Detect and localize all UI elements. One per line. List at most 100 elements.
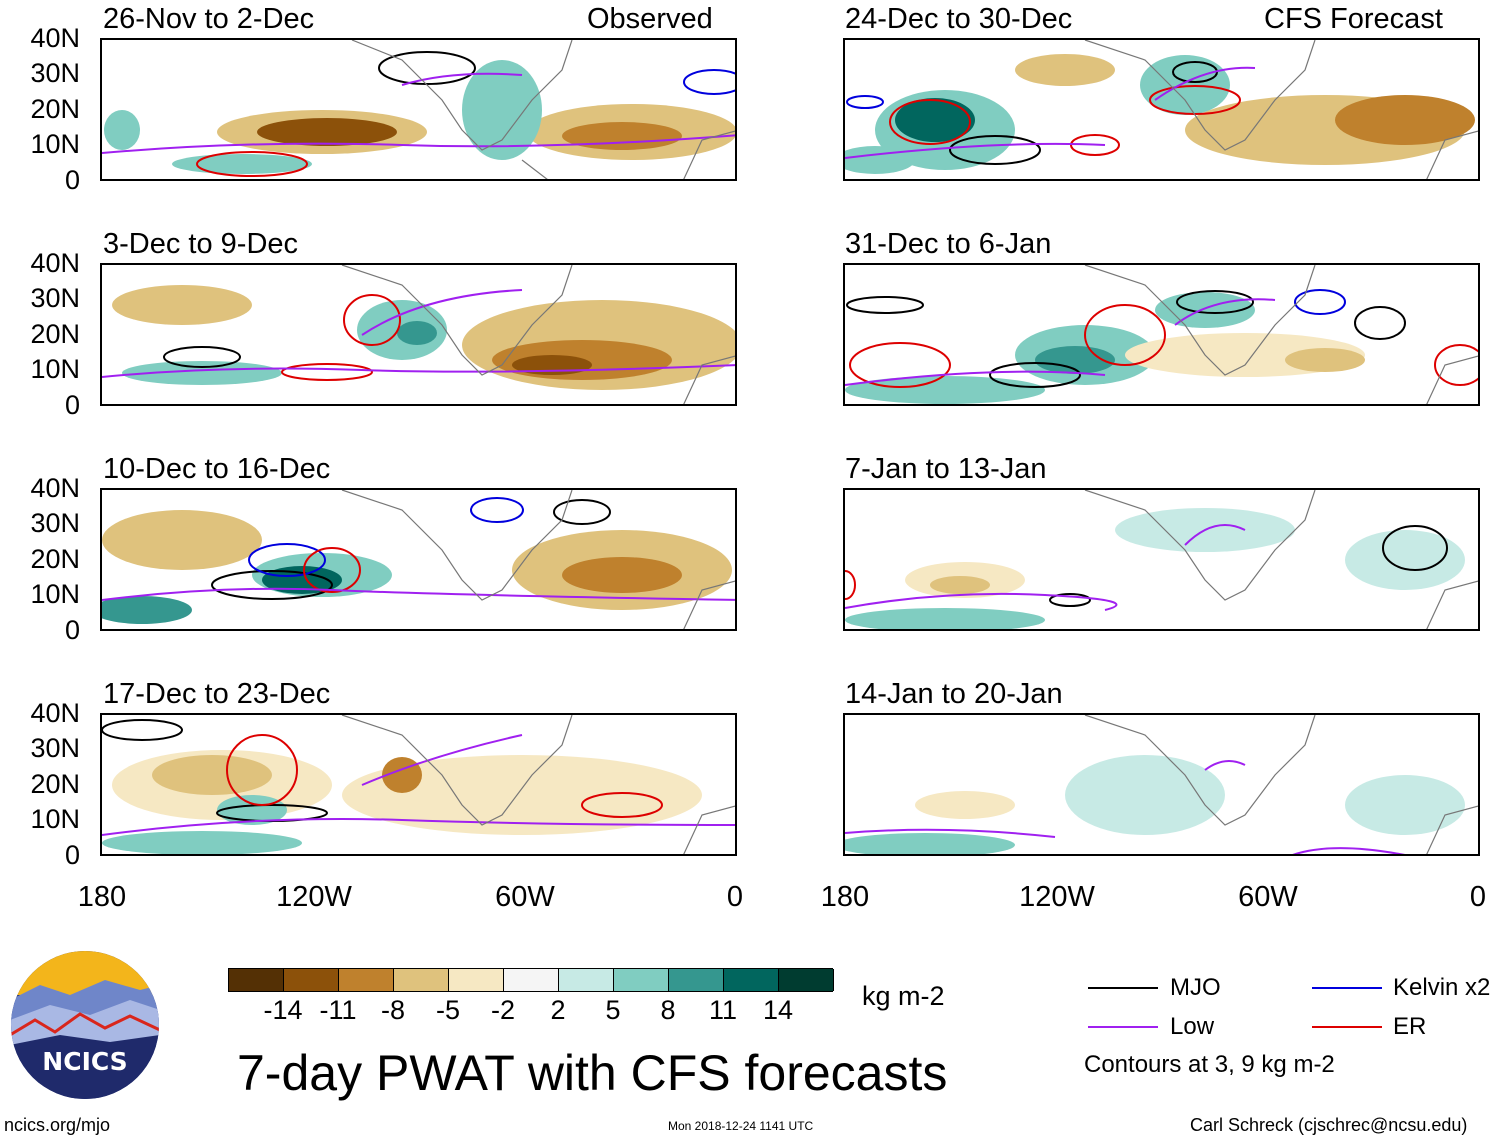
y-tick: 20N — [30, 544, 80, 574]
y-tick: 30N — [30, 508, 80, 538]
colorbar-swatch — [284, 969, 339, 991]
map-panel-l2 — [100, 488, 737, 631]
colorbar-swatch — [229, 969, 284, 991]
y-tick: 20N — [30, 94, 80, 124]
coastline — [1084, 715, 1478, 854]
y-tick: 30N — [30, 283, 80, 313]
y-tick: 40N — [30, 248, 80, 278]
logo-text: NCICS — [42, 1047, 128, 1076]
colorbar-labels: -14 -11 -8 -5 -2 2 5 8 11 14 — [228, 996, 833, 1026]
map-panel-r1 — [843, 263, 1480, 406]
pwat-shading — [845, 292, 1365, 404]
map-panel-l1 — [100, 263, 737, 406]
y-tick: 10N — [30, 579, 80, 609]
colorbar-label: 2 — [550, 995, 566, 1025]
panel-title-r2: 7-Jan to 13-Jan — [845, 453, 1047, 485]
pwat-shading — [845, 755, 1465, 854]
coastline — [1084, 40, 1478, 179]
map-panel-l3 — [100, 713, 737, 856]
contours — [102, 289, 735, 381]
y-tick: 20N — [30, 319, 80, 349]
colorbar-swatch — [614, 969, 669, 991]
colorbar-swatch — [504, 969, 559, 991]
y-tick: 30N — [30, 733, 80, 763]
pwat-shading — [104, 60, 735, 174]
colorbar — [228, 968, 834, 992]
y-tick: 30N — [30, 58, 80, 88]
legend-note: Contours at 3, 9 kg m-2 — [1084, 1051, 1335, 1078]
y-tick: 10N — [30, 804, 80, 834]
colorbar-swatch — [339, 969, 394, 991]
ncics-logo: NCICS — [10, 950, 160, 1100]
pwat-shading — [102, 750, 702, 854]
panel-title-l0: 26-Nov to 2-Dec — [103, 3, 315, 35]
colorbar-label: 8 — [660, 995, 676, 1025]
y-tick: 0 — [64, 840, 80, 870]
legend-line-low — [1088, 1026, 1158, 1028]
contours — [102, 719, 735, 836]
colorbar-swatch — [394, 969, 449, 991]
pwat-shading — [112, 285, 735, 390]
legend-label-er: ER — [1393, 1013, 1427, 1040]
colorbar-label: -14 — [263, 995, 303, 1025]
panel-tag-observed: Observed — [587, 3, 713, 35]
pwat-shading — [845, 54, 1475, 174]
colorbar-units: kg m-2 — [862, 981, 945, 1011]
contours — [845, 760, 1406, 854]
panel-title-r0: 24-Dec to 30-Dec — [845, 3, 1073, 35]
y-tick: 40N — [30, 473, 80, 503]
colorbar-label: -2 — [490, 995, 515, 1025]
panel-title-l3: 17-Dec to 23-Dec — [103, 678, 331, 710]
y-tick: 40N — [30, 698, 80, 728]
colorbar-swatch — [449, 969, 504, 991]
coastline — [1084, 490, 1478, 629]
coastline — [1084, 265, 1478, 404]
colorbar-label: 5 — [605, 995, 621, 1025]
y-tick: 0 — [64, 615, 80, 645]
coastline — [341, 715, 735, 854]
x-tick: 60W — [495, 881, 555, 913]
panel-title-r3: 14-Jan to 20-Jan — [845, 678, 1063, 710]
map-panel-l0 — [100, 38, 737, 181]
coastline — [351, 40, 735, 179]
map-panel-r2 — [843, 488, 1480, 631]
map-panel-r0 — [843, 38, 1480, 181]
x-tick: 0 — [726, 881, 744, 913]
colorbar-swatch — [669, 969, 724, 991]
footer-timestamp: Mon 2018-12-24 1141 UTC — [668, 1119, 814, 1133]
y-tick: 40N — [30, 23, 80, 53]
y-tick: 10N — [30, 354, 80, 384]
panel-title-l2: 10-Dec to 16-Dec — [103, 453, 331, 485]
colorbar-label: -8 — [380, 995, 405, 1025]
legend-line-er — [1312, 1026, 1382, 1028]
panel-title-r1: 31-Dec to 6-Jan — [845, 228, 1052, 260]
colorbar-swatch — [724, 969, 779, 991]
panel-tag-cfs-forecast: CFS Forecast — [1264, 3, 1443, 35]
contours — [845, 289, 1478, 388]
pwat-shading — [102, 510, 732, 624]
legend-line-kelvin — [1312, 987, 1382, 989]
map-panel-r3 — [843, 713, 1480, 856]
coastline — [341, 490, 735, 629]
main-title: 7-day PWAT with CFS forecasts — [237, 1045, 948, 1101]
legend-line-mjo — [1088, 987, 1158, 989]
y-tick: 20N — [30, 769, 80, 799]
colorbar-swatch — [559, 969, 614, 991]
colorbar-label: 14 — [762, 995, 794, 1025]
footer-credit: Carl Schreck (cjschrec@ncsu.edu) — [1190, 1115, 1468, 1135]
panel-title-l1: 3-Dec to 9-Dec — [103, 228, 299, 260]
colorbar-label: -11 — [319, 995, 357, 1025]
footer-url: ncics.org/mjo — [4, 1115, 111, 1135]
pwat-shading — [845, 508, 1465, 629]
x-tick: 120W — [1019, 881, 1095, 913]
legend-label-mjo: MJO — [1170, 974, 1221, 1001]
colorbar-swatch — [779, 969, 834, 991]
x-tick: 0 — [1469, 881, 1487, 913]
y-tick: 0 — [64, 165, 80, 195]
y-tick: 0 — [64, 390, 80, 420]
contours — [845, 524, 1448, 611]
legend-label-kelvin: Kelvin x2 — [1393, 974, 1491, 1001]
x-tick: 180 — [77, 881, 127, 913]
contours — [102, 497, 735, 601]
legend-label-low: Low — [1170, 1013, 1215, 1040]
